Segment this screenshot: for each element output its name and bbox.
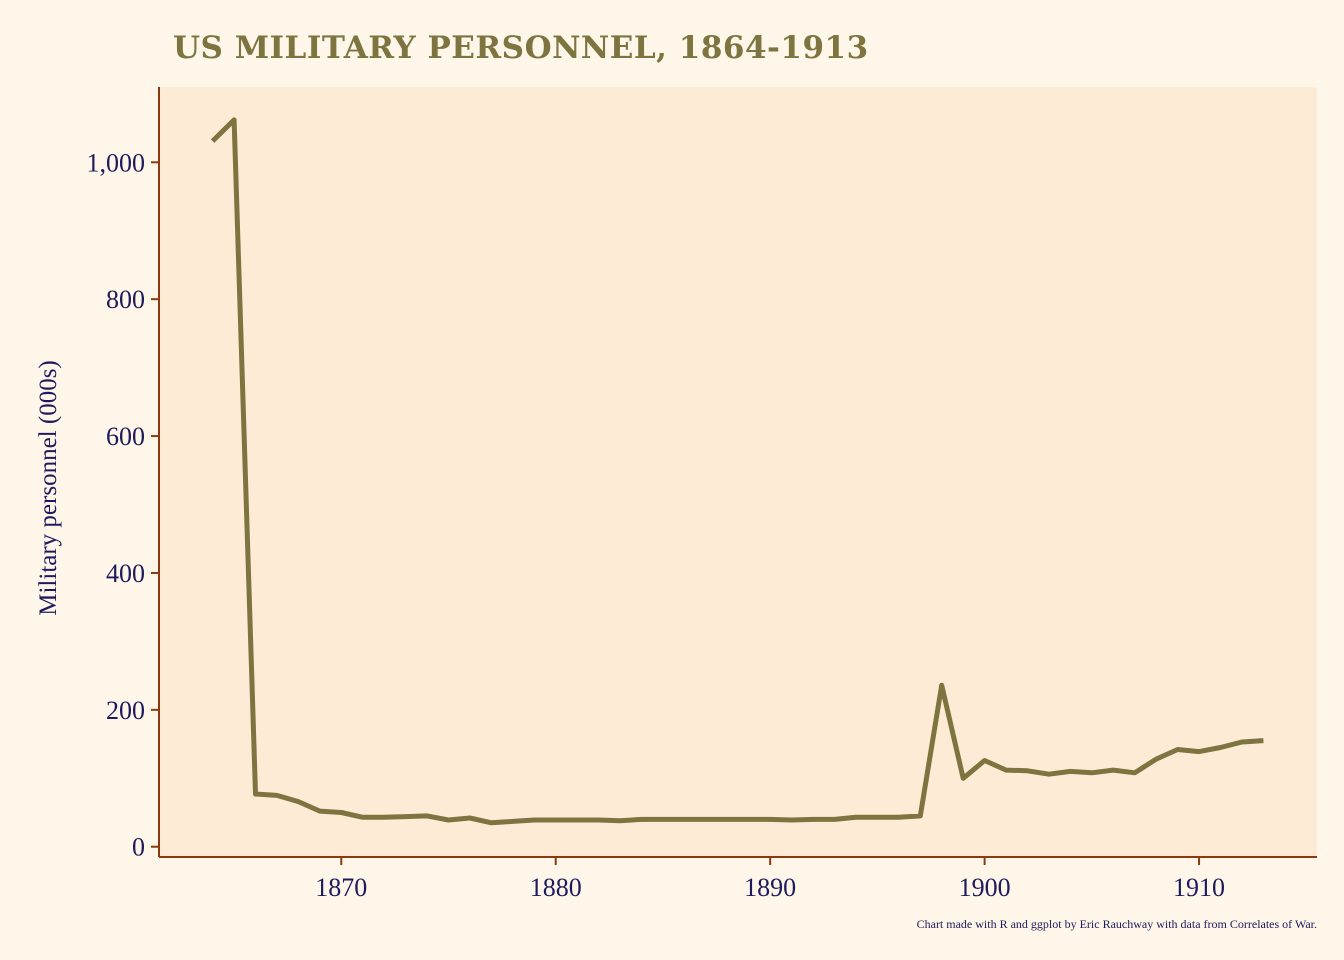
chart-title: US MILITARY PERSONNEL, 1864-1913 [173,30,869,66]
plot-panel [159,87,1317,857]
y-tick-label: 1,000 [87,148,146,177]
x-axis: 1870 1880 1890 1900 1910 [159,856,1317,902]
x-tick-label: 1910 [1173,873,1225,902]
chart-caption: Chart made with R and ggplot by Eric Rau… [916,917,1317,931]
series-line [210,117,1264,826]
y-tick-label: 0 [132,833,145,862]
y-tick-label: 800 [106,285,145,314]
y-tick-label: 600 [106,422,145,451]
x-tick-label: 1870 [315,873,367,902]
y-tick-label: 200 [106,696,145,725]
y-axis-title: Military personnel (000s) [35,360,62,616]
y-tick-label: 400 [106,559,145,588]
x-tick-label: 1890 [744,873,796,902]
x-tick-label: 1900 [959,873,1011,902]
y-axis: 0 200 400 600 800 1,000 [87,87,160,862]
x-tick-label: 1880 [530,873,582,902]
